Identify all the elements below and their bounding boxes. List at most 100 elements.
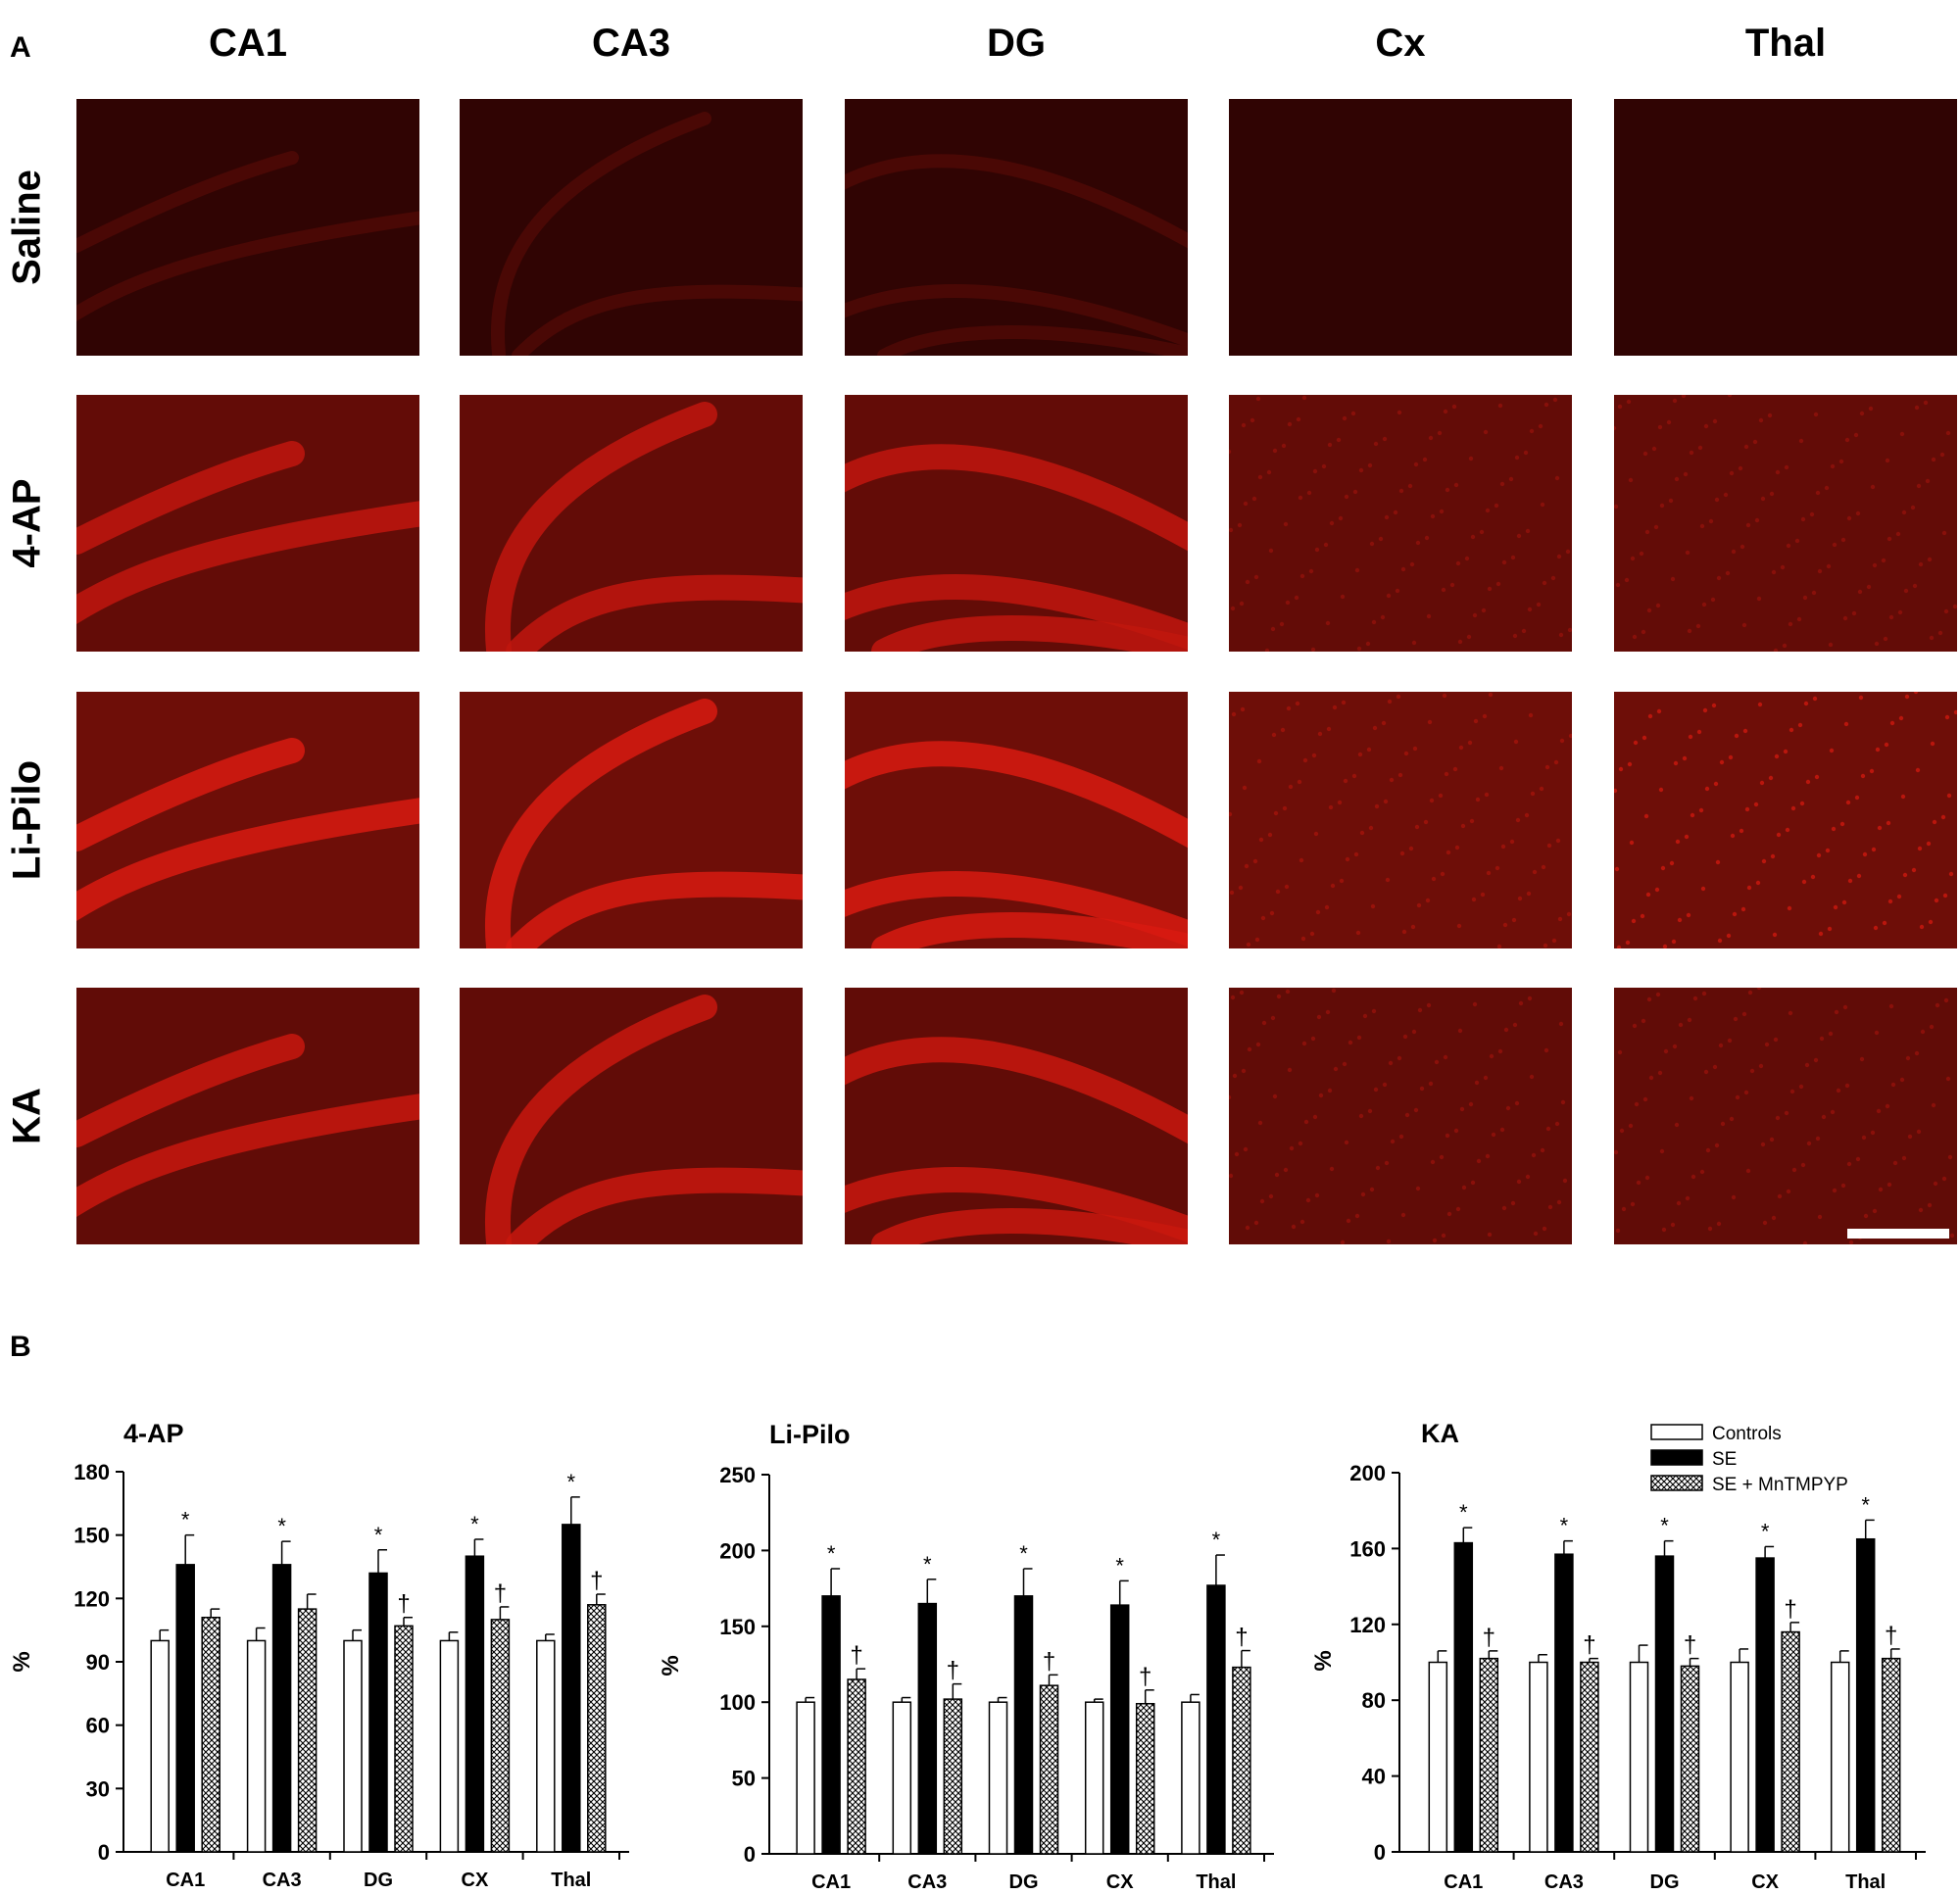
y-tick-label-ka: 200 <box>1349 1461 1386 1485</box>
y-axis-label-ka: % <box>1310 1650 1337 1671</box>
bar-ka-controls-thal <box>1830 1661 1850 1853</box>
column-header-dg: DG <box>987 22 1046 65</box>
bar-4-ap-se-dg <box>368 1572 388 1853</box>
micrograph-saline-cx <box>1229 99 1572 356</box>
significance-dagger-li-pilo: † <box>1139 1664 1152 1690</box>
bar-ka-se-mntmpyp-ca1 <box>1479 1657 1499 1853</box>
x-tick-label-li-pilo: DG <box>1009 1871 1039 1893</box>
micrograph-saline-ca1 <box>76 99 419 356</box>
micrograph-4-ap-dg <box>845 395 1188 652</box>
x-tick-label-4-ap: CX <box>462 1870 489 1891</box>
bar-ka-controls-ca1 <box>1428 1661 1448 1853</box>
bar-ka-se-ca3 <box>1554 1553 1574 1853</box>
y-tick-label-li-pilo: 50 <box>732 1767 756 1791</box>
x-tick-label-ka: DG <box>1650 1871 1680 1893</box>
x-tick-label-li-pilo: CX <box>1106 1871 1134 1893</box>
significance-dagger-li-pilo: † <box>947 1658 959 1684</box>
row-header-4ap-text: 4-AP <box>5 478 49 568</box>
micrograph-li-pilo-cx <box>1229 692 1572 948</box>
bar-li-pilo-se-mntmpyp-dg <box>1039 1684 1059 1855</box>
significance-dagger-ka: † <box>1684 1632 1696 1659</box>
micrograph-ka-dg <box>845 988 1188 1244</box>
y-tick-label-4-ap: 90 <box>86 1650 110 1675</box>
bar-ka-se-cx <box>1755 1557 1775 1853</box>
x-tick-label-ka: CX <box>1751 1871 1779 1893</box>
x-tick-label-ka: CA1 <box>1444 1871 1483 1893</box>
row-header-saline-text: Saline <box>5 170 49 285</box>
chart-title-4-ap: 4-AP <box>123 1419 184 1448</box>
significance-dagger-4-ap: † <box>590 1568 603 1594</box>
legend-swatch-2 <box>1650 1475 1703 1491</box>
bar-ka-controls-cx <box>1730 1661 1749 1853</box>
bar-li-pilo-se-cx <box>1109 1604 1130 1855</box>
legend-swatch-1 <box>1650 1449 1703 1466</box>
bar-4-ap-se-ca3 <box>271 1564 292 1853</box>
row-header-li-pilo-text: Li-Pilo <box>5 759 49 881</box>
significance-dagger-li-pilo: † <box>850 1642 862 1669</box>
y-tick-label-ka: 0 <box>1374 1840 1386 1865</box>
bar-4-ap-controls-dg <box>343 1639 363 1853</box>
legend-label-1: SE <box>1712 1449 1737 1470</box>
significance-star-ka: * <box>1660 1514 1669 1538</box>
y-tick-label-li-pilo: 200 <box>719 1538 756 1563</box>
y-tick-label-ka: 40 <box>1362 1765 1386 1789</box>
bar-li-pilo-se-dg <box>1013 1595 1034 1855</box>
y-tick-label-li-pilo: 100 <box>719 1690 756 1715</box>
significance-dagger-ka: † <box>1885 1623 1897 1649</box>
bar-li-pilo-se-ca1 <box>821 1595 841 1855</box>
significance-star-li-pilo: * <box>827 1541 836 1566</box>
column-header-thal: Thal <box>1744 22 1827 65</box>
legend-label-0: Controls <box>1712 1424 1782 1444</box>
micrograph-4-ap-ca1 <box>76 395 419 652</box>
bar-li-pilo-se-mntmpyp-ca3 <box>943 1698 963 1855</box>
scale-bar <box>1847 1229 1949 1239</box>
bar-charts: 4-AP% 0 30 60 90 120 150 180 CA1 CA3 DG CX Thal * * * * *… <box>9 1419 1926 1893</box>
bar-4-ap-se-ca1 <box>175 1564 195 1853</box>
y-tick-label-li-pilo: 250 <box>719 1463 756 1487</box>
bar-4-ap-se-mntmpyp-ca1 <box>201 1616 220 1853</box>
significance-star-li-pilo: * <box>1212 1528 1221 1552</box>
bar-ka-se-ca1 <box>1453 1541 1474 1853</box>
significance-dagger-4-ap: † <box>397 1591 410 1618</box>
bar-li-pilo-se-thal <box>1206 1584 1226 1855</box>
y-tick-label-ka: 120 <box>1349 1613 1386 1637</box>
micrograph-li-pilo-ca3 <box>460 692 803 948</box>
bar-4-ap-controls-thal <box>536 1639 556 1853</box>
significance-star-4-ap: * <box>277 1514 286 1538</box>
significance-star-li-pilo: * <box>1019 1541 1028 1566</box>
bar-4-ap-controls-cx <box>439 1639 460 1853</box>
bar-4-ap-se-mntmpyp-cx <box>490 1619 511 1853</box>
bar-ka-se-mntmpyp-cx <box>1781 1630 1800 1853</box>
significance-star-4-ap: * <box>181 1508 190 1532</box>
y-tick-label-4-ap: 0 <box>98 1840 110 1865</box>
bar-li-pilo-controls-ca3 <box>892 1701 912 1855</box>
x-tick-label-ka: Thal <box>1845 1871 1886 1893</box>
micrograph-li-pilo-dg <box>845 692 1188 948</box>
x-tick-label-li-pilo: Thal <box>1196 1871 1236 1893</box>
bar-ka-controls-dg <box>1629 1661 1649 1853</box>
bar-li-pilo-se-mntmpyp-ca1 <box>847 1678 866 1855</box>
panel-a-label: A <box>10 31 31 64</box>
bar-4-ap-se-thal <box>562 1524 581 1853</box>
bar-4-ap-se-cx <box>465 1555 485 1853</box>
significance-dagger-li-pilo: † <box>1235 1625 1248 1651</box>
legend-swatch-0 <box>1650 1424 1703 1440</box>
bar-li-pilo-controls-dg <box>988 1701 1008 1855</box>
significance-star-ka: * <box>1560 1514 1569 1538</box>
y-axis-label-4-ap: % <box>9 1651 35 1672</box>
bar-ka-se-mntmpyp-thal <box>1881 1657 1901 1853</box>
bar-ka-controls-ca3 <box>1529 1661 1548 1853</box>
bar-ka-se-mntmpyp-ca3 <box>1580 1661 1599 1853</box>
significance-star-ka: * <box>1761 1519 1770 1543</box>
y-axis-label-li-pilo: % <box>658 1655 684 1676</box>
micrograph-4-ap-cx <box>1229 395 1572 652</box>
micrograph-li-pilo-ca1 <box>76 692 419 948</box>
micrograph-li-pilo-thal <box>1614 692 1957 948</box>
significance-star-ka: * <box>1861 1492 1870 1517</box>
bar-4-ap-controls-ca3 <box>246 1639 267 1853</box>
x-tick-label-ka: CA3 <box>1544 1871 1584 1893</box>
column-header-cx: Cx <box>1375 22 1426 65</box>
y-tick-label-ka: 80 <box>1362 1688 1386 1713</box>
column-header-ca1: CA1 <box>208 22 288 65</box>
significance-star-li-pilo: * <box>1115 1553 1124 1578</box>
